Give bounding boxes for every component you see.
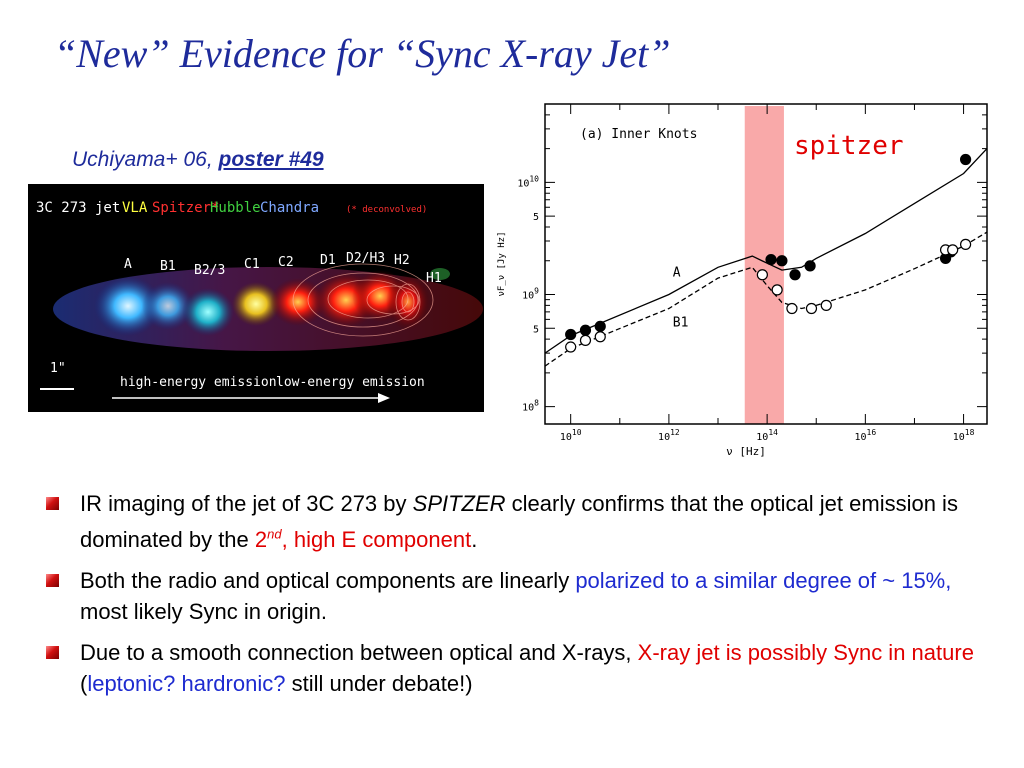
bullet-segment: leptonic? hardronic? (87, 671, 286, 697)
y-tick-label: 108 (522, 399, 539, 414)
panel-label: (a) Inner Knots (580, 127, 697, 142)
bullet-segment: . (471, 527, 478, 553)
knot-label: H2 (394, 253, 410, 268)
x-axis-label: ν [Hz] (726, 445, 766, 458)
bullet-segment: Due to a smooth connection between optic… (80, 640, 638, 666)
bullet-segment: IR imaging of the jet of 3C 273 by (80, 491, 413, 516)
bullet-item: Due to a smooth connection between optic… (44, 637, 1004, 699)
band-label-chandra: Chandra (260, 200, 319, 216)
model-line-a (544, 148, 988, 354)
bullet-square-icon (46, 646, 59, 660)
data-point-a (960, 153, 972, 166)
bullet-segment: 2 (254, 527, 268, 553)
series-label-a: A (673, 265, 681, 280)
jet-image-svg: 3C 273 jet VLA Spitzer* Hubble Chandra (… (28, 184, 484, 412)
y-tick-label: 1010 (517, 174, 539, 189)
low-energy-label: low-energy emission (276, 375, 425, 390)
data-point-b1 (960, 238, 972, 250)
x-tick-label: 1018 (953, 428, 975, 443)
bullet-segment: still under debate!) (285, 671, 473, 697)
jet-source-label: 3C 273 jet (36, 200, 120, 216)
data-point-b1 (756, 269, 768, 281)
knot-label: B1 (160, 259, 176, 274)
y-axis-label: νF_ν [Jy Hz] (497, 231, 507, 296)
knot-label: D2/H3 (346, 251, 385, 266)
band-label-vla: VLA (122, 200, 148, 216)
bullet-square-icon (46, 574, 59, 588)
knot-label: H1 (426, 271, 442, 286)
band-label-spitzer: Spitzer* (152, 200, 219, 216)
model-line-b1 (544, 231, 988, 367)
data-point-a (765, 253, 777, 266)
knot-label: B2/3 (194, 263, 225, 278)
bullet-segment: X-ray jet is possibly Sync in nature (637, 640, 974, 666)
bullet-text: Both the radio and optical components ar… (80, 568, 951, 624)
knot-label: C1 (244, 257, 260, 272)
bullet-segment: ( (80, 671, 88, 697)
data-point-a (594, 320, 606, 332)
spitzer-band (744, 106, 784, 424)
bullet-segment: polarized to a similar degree of ~ 15%, (575, 568, 952, 594)
poster-link[interactable]: poster #49 (218, 148, 324, 171)
credit-authors: Uchiyama+ 06, (72, 148, 219, 171)
bullet-item: IR imaging of the jet of 3C 273 by SPITZ… (44, 488, 1004, 555)
data-point-a (579, 324, 592, 336)
x-tick-label: 1016 (855, 428, 877, 443)
bullet-segment: Both the radio and optical components ar… (80, 568, 576, 594)
bullet-segment: most likely Sync in origin. (80, 599, 327, 625)
band-label-hubble: Hubble (210, 200, 261, 216)
bullet-list: IR imaging of the jet of 3C 273 by SPITZ… (44, 488, 1004, 709)
y-tick-label: 109 (522, 287, 539, 302)
x-tick-label: 1012 (658, 428, 680, 443)
sed-chart-svg: spitzer (a) Inner Knots 1010 1012 1014 1016… (497, 103, 988, 458)
bullet-segment: clearly confirms that the optical jet em… (80, 491, 958, 553)
data-point-b1 (947, 244, 959, 256)
data-point-a (776, 255, 788, 267)
data-point-b1 (565, 341, 577, 353)
bullet-item: Both the radio and optical components ar… (44, 565, 1004, 627)
spitzer-label: spitzer (794, 131, 904, 161)
y-tick-label: 5 (533, 212, 539, 223)
knot-label: C2 (278, 255, 294, 270)
data-point-a (804, 260, 816, 272)
bullet-segment: nd (267, 527, 282, 542)
series-label-b1: B1 (673, 315, 689, 330)
bullet-square-icon (46, 497, 59, 510)
knot-label: D1 (320, 253, 336, 268)
knot-label: A (124, 257, 132, 272)
scale-label: 1" (50, 361, 66, 376)
data-point-b1 (805, 302, 818, 315)
plot-frame (544, 103, 988, 425)
y-tick-label: 5 (533, 324, 539, 335)
x-tick-label: 1014 (756, 428, 778, 443)
data-point-b1 (820, 299, 832, 311)
data-point-b1 (786, 302, 798, 315)
deconvolved-note: (* deconvolved) (346, 205, 427, 215)
bullet-text: Due to a smooth connection between optic… (80, 640, 974, 696)
high-energy-label: high-energy emission (120, 375, 277, 390)
data-point-b1 (594, 331, 606, 343)
data-point-a (789, 269, 801, 281)
x-tick-label: 1010 (560, 428, 582, 443)
bullet-segment: , high E component (281, 527, 472, 553)
arrow-right-icon (378, 393, 390, 403)
data-point-b1 (579, 334, 592, 346)
slide-title: “New” Evidence for “Sync X-ray Jet” (54, 31, 671, 76)
bullet-text: IR imaging of the jet of 3C 273 by SPITZ… (80, 491, 958, 552)
sed-chart: spitzer (a) Inner Knots 1010 1012 1014 1016… (496, 100, 996, 468)
data-point-b1 (771, 284, 783, 296)
data-point-a (565, 328, 577, 341)
bullet-segment: SPITZER (412, 491, 506, 516)
knot-labels: A B1 B2/3 C1 C2 D1 D2/H3 H2 H1 (124, 251, 442, 286)
jet-image: 3C 273 jet VLA Spitzer* Hubble Chandra (… (28, 184, 484, 412)
credit-line: Uchiyama+ 06, poster #49 (72, 148, 324, 172)
